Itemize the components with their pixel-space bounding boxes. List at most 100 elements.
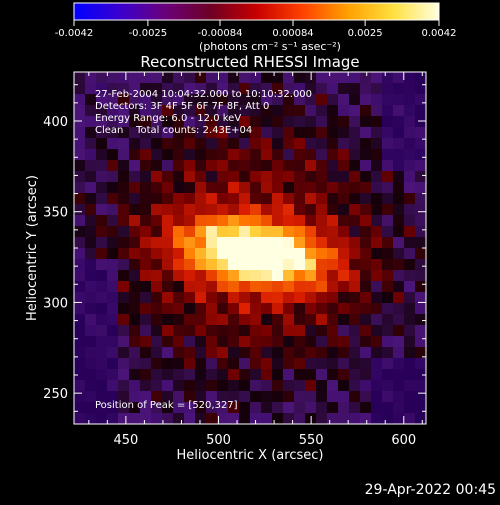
heatmap-cell	[74, 248, 86, 260]
heatmap-cell	[404, 391, 416, 403]
heatmap-cell	[272, 380, 284, 392]
heatmap-cell	[151, 270, 163, 282]
heatmap-cell	[382, 248, 394, 260]
heatmap-cell	[217, 215, 229, 227]
heatmap-cell	[327, 391, 339, 403]
heatmap-cell	[404, 281, 416, 293]
heatmap-cell	[305, 182, 317, 194]
heatmap-cell	[272, 149, 284, 161]
heatmap-cell	[404, 171, 416, 183]
heatmap-cell	[74, 204, 86, 216]
heatmap-cell	[305, 105, 317, 117]
heatmap-cell	[261, 325, 273, 337]
heatmap-cell	[96, 182, 108, 194]
heatmap-cell	[261, 336, 273, 348]
heatmap-cell	[85, 281, 97, 293]
heatmap-cell	[129, 72, 141, 84]
heatmap-cell	[217, 259, 229, 271]
heatmap-cell	[250, 380, 262, 392]
heatmap-cell	[382, 314, 394, 326]
heatmap-cell	[261, 193, 273, 205]
heatmap-cell	[162, 182, 174, 194]
heatmap-cell	[305, 292, 317, 304]
heatmap-cell	[382, 149, 394, 161]
heatmap-cell	[195, 259, 207, 271]
heatmap-cell	[283, 94, 295, 106]
heatmap-cell	[415, 116, 426, 128]
heatmap-cell	[107, 391, 119, 403]
heatmap-cell	[85, 116, 97, 128]
heatmap-cell	[118, 182, 130, 194]
heatmap-cell	[382, 105, 394, 117]
heatmap-cell	[272, 83, 284, 95]
heatmap-cell	[151, 402, 163, 414]
heatmap-cell	[217, 303, 229, 315]
heatmap-cell	[206, 248, 218, 260]
heatmap-cell	[140, 193, 152, 205]
heatmap-cell	[162, 281, 174, 293]
heatmap-cell	[206, 314, 218, 326]
heatmap-cell	[404, 248, 416, 260]
heatmap-cell	[239, 72, 251, 84]
heatmap-cell	[272, 248, 284, 260]
heatmap-cell	[239, 116, 251, 128]
heatmap-cell	[415, 72, 426, 84]
heatmap-cell	[85, 259, 97, 271]
colorbar-tick-label: -0.0025	[129, 28, 168, 39]
heatmap-cell	[338, 94, 350, 106]
heatmap-cell	[338, 336, 350, 348]
heatmap-cell	[162, 127, 174, 139]
heatmap-cell	[85, 193, 97, 205]
heatmap-cell	[250, 369, 262, 381]
heatmap-cell	[360, 226, 372, 238]
heatmap-cell	[206, 259, 218, 271]
heatmap-cell	[349, 292, 361, 304]
heatmap-cell	[129, 237, 141, 249]
heatmap-cell	[294, 72, 306, 84]
heatmap-cell	[151, 303, 163, 315]
heatmap-cell	[96, 358, 108, 370]
heatmap-cell	[206, 281, 218, 293]
heatmap-cell	[151, 237, 163, 249]
heatmap-cell	[360, 292, 372, 304]
heatmap-cell	[382, 160, 394, 172]
heatmap-cell	[184, 391, 196, 403]
heatmap-cell	[228, 83, 240, 95]
heatmap-cell	[272, 358, 284, 370]
heatmap-cell	[305, 127, 317, 139]
heatmap-cell	[349, 116, 361, 128]
heatmap-cell	[184, 160, 196, 172]
heatmap-cell	[74, 171, 86, 183]
colorbar-tick-label: 0.00084	[272, 28, 313, 39]
heatmap-cell	[140, 380, 152, 392]
heatmap-cell	[118, 402, 130, 414]
heatmap-cell	[360, 127, 372, 139]
heatmap-cell	[261, 380, 273, 392]
heatmap-cell	[162, 160, 174, 172]
heatmap-cell	[228, 138, 240, 150]
heatmap-cell	[151, 226, 163, 238]
heatmap-cell	[294, 237, 306, 249]
heatmap-cell	[283, 325, 295, 337]
heatmap-cell	[415, 138, 426, 150]
heatmap-cell	[404, 413, 416, 424]
heatmap-image	[74, 72, 426, 424]
heatmap-cell	[85, 369, 97, 381]
heatmap-cell	[239, 160, 251, 172]
heatmap-cell	[338, 391, 350, 403]
heatmap-cell	[96, 193, 108, 205]
heatmap-cell	[129, 193, 141, 205]
heatmap-cell	[140, 347, 152, 359]
heatmap-cell	[371, 193, 383, 205]
heatmap-cell	[349, 358, 361, 370]
heatmap-cell	[140, 127, 152, 139]
heatmap-cell	[151, 149, 163, 161]
heatmap-cell	[184, 292, 196, 304]
heatmap-cell	[283, 149, 295, 161]
heatmap-cell	[74, 347, 86, 359]
heatmap-cell	[360, 402, 372, 414]
heatmap-cell	[74, 369, 86, 381]
heatmap-cell	[371, 226, 383, 238]
heatmap-cell	[382, 391, 394, 403]
heatmap-cell	[107, 215, 119, 227]
